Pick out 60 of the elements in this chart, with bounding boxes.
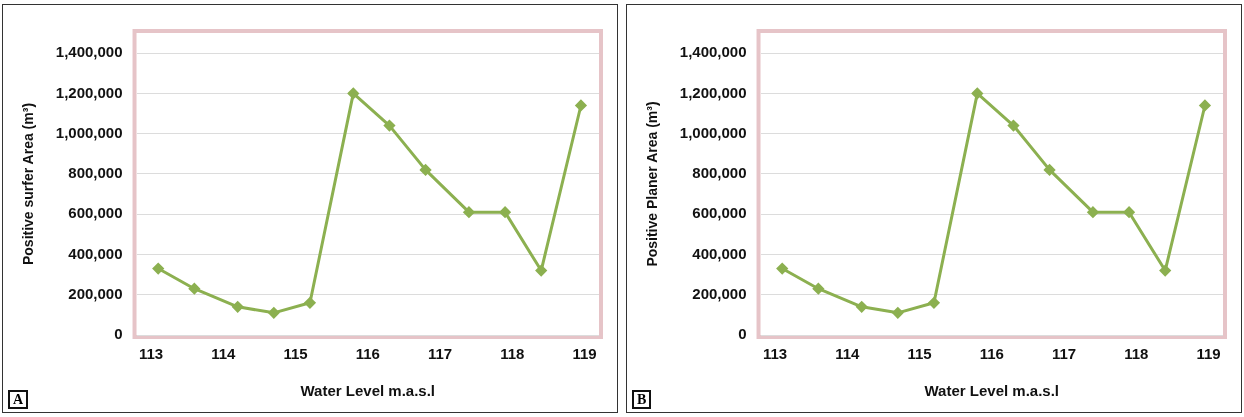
x-tick-label: 114: [211, 345, 236, 363]
point: [575, 99, 587, 111]
x-tick-label: 118: [500, 345, 525, 363]
point: [152, 263, 164, 275]
point: [892, 307, 904, 319]
y-tick-label: 1,400,000: [679, 43, 747, 61]
text: B: [632, 390, 652, 409]
x-tick-label: 117: [1051, 345, 1077, 363]
point: [535, 265, 547, 277]
point: [347, 87, 359, 99]
point: [856, 301, 868, 313]
point: [1007, 120, 1019, 132]
x-tick-label: 115: [907, 345, 932, 363]
x-tick-label: 114: [835, 345, 860, 363]
point: [1044, 164, 1056, 176]
x-axis-title: Water Level m.a.s.l: [300, 382, 436, 400]
point: [499, 206, 511, 218]
point: [232, 301, 244, 313]
point: [971, 87, 983, 99]
y-tick-label: 1,200,000: [55, 83, 123, 101]
point: [304, 297, 316, 309]
y-axis-title: Positive surfer Area (m³): [20, 102, 37, 266]
x-tick-label: 119: [572, 345, 597, 363]
y-axis-title: Positive Planer Area (m³): [644, 101, 661, 267]
y-tick-label: 1,000,000: [55, 123, 123, 141]
x-tick-label: 113: [762, 345, 788, 363]
point: [776, 263, 788, 275]
point: [383, 120, 395, 132]
y-tick-label: 400,000: [692, 244, 747, 262]
point: [812, 283, 824, 295]
point: [188, 283, 200, 295]
y-tick-label: 1,400,000: [55, 43, 123, 61]
x-tick-label: 115: [283, 345, 308, 363]
y-tick-label: 1,000,000: [679, 123, 747, 141]
point: [420, 164, 432, 176]
y-tick-label: 200,000: [692, 284, 747, 302]
x-axis-title: Water Level m.a.s.l: [924, 382, 1060, 400]
y-tick-label: 600,000: [692, 204, 747, 222]
point: [1199, 99, 1211, 111]
y-tick-label: 800,000: [68, 164, 123, 182]
point: [1087, 206, 1099, 218]
point: [1159, 265, 1171, 277]
point: [928, 297, 940, 309]
y-tick-label: 600,000: [68, 204, 123, 222]
point: [1123, 206, 1135, 218]
y-tick-label: 800,000: [692, 164, 747, 182]
x-tick-label: 117: [427, 345, 453, 363]
x-tick-label: 119: [1196, 345, 1221, 363]
x-tick-label: 116: [979, 345, 1004, 363]
point: [268, 307, 280, 319]
text: A: [8, 390, 29, 409]
y-tick-label: 0: [738, 325, 747, 343]
y-tick-label: 200,000: [68, 284, 123, 302]
y-tick-label: 1,200,000: [679, 83, 747, 101]
y-tick-label: 0: [114, 325, 123, 343]
point: [463, 206, 475, 218]
x-tick-label: 116: [355, 345, 380, 363]
x-tick-label: 118: [1124, 345, 1149, 363]
y-tick-label: 400,000: [68, 244, 123, 262]
x-tick-label: 113: [138, 345, 164, 363]
